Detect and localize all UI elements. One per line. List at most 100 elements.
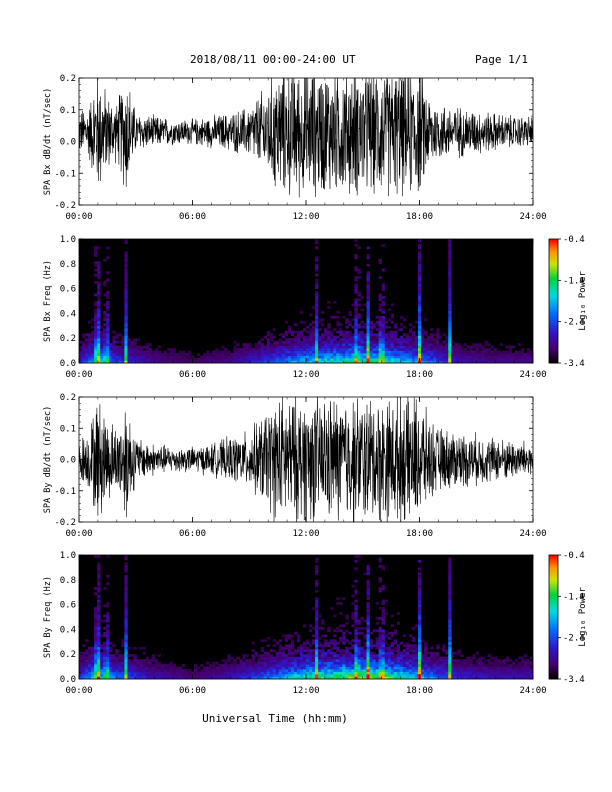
heatmap-cell: [302, 343, 307, 346]
heatmap-cell: [484, 674, 488, 677]
heatmap-cell: [242, 355, 246, 359]
heatmap-cell: [121, 345, 125, 349]
heatmap-cell: [103, 333, 107, 337]
heatmap-cell: [293, 659, 298, 662]
heatmap-cell: [487, 360, 491, 364]
heatmap-cell: [278, 676, 283, 680]
heatmap-cell: [109, 348, 113, 351]
heatmap-cell: [526, 674, 531, 677]
heatmap-cell: [408, 345, 413, 349]
heatmap-cell: [378, 656, 382, 660]
heatmap-cell: [360, 296, 364, 299]
y-axis-label: SPA Bx Freq (Hz): [43, 260, 53, 342]
heatmap-cell: [414, 659, 419, 662]
heatmap-cell: [324, 330, 328, 334]
colorbar-segment: [549, 592, 558, 595]
heatmap-cell: [405, 348, 410, 351]
heatmap-cell: [79, 656, 83, 660]
x-tick-label: 12:00: [292, 529, 319, 539]
heatmap-cell: [336, 661, 340, 665]
heatmap-cell: [139, 646, 143, 650]
heatmap-cell: [523, 360, 528, 364]
heatmap-cell: [369, 644, 373, 648]
heatmap-cell: [520, 659, 525, 662]
heatmap-cell: [523, 661, 528, 665]
heatmap-cell: [354, 243, 358, 247]
heatmap-cell: [460, 348, 464, 351]
heatmap-cell: [363, 656, 367, 660]
heatmap-cell: [327, 664, 331, 667]
heatmap-cell: [172, 358, 177, 361]
heatmap-cell: [212, 350, 216, 354]
heatmap-cell: [260, 348, 264, 351]
heatmap-cell: [366, 283, 370, 287]
heatmap-cell: [490, 669, 494, 672]
heatmap-cell: [366, 634, 370, 638]
heatmap-cell: [233, 348, 237, 351]
heatmap-cell: [381, 631, 385, 635]
heatmap-cell: [442, 350, 446, 354]
heatmap-cell: [366, 584, 370, 588]
heatmap-cell: [97, 263, 101, 267]
heatmap-cell: [502, 671, 507, 675]
heatmap-cell: [424, 654, 428, 657]
heatmap-cell: [91, 674, 95, 677]
heatmap-cell: [306, 348, 310, 351]
heatmap-cell: [357, 646, 361, 650]
heatmap-cell: [354, 612, 358, 615]
heatmap-cell: [499, 669, 504, 672]
heatmap-cell: [315, 350, 319, 354]
heatmap-cell: [424, 318, 428, 322]
heatmap-cell: [348, 355, 352, 359]
heatmap-cell: [124, 631, 128, 635]
heatmap-cell: [233, 671, 237, 675]
heatmap-cell: [312, 320, 316, 324]
heatmap-cell: [421, 328, 425, 332]
heatmap-cell: [230, 676, 234, 680]
heatmap-cell: [124, 641, 128, 645]
heatmap-cell: [118, 353, 122, 356]
heatmap-cell: [378, 577, 382, 581]
heatmap-cell: [106, 656, 110, 660]
heatmap-cell: [417, 631, 422, 635]
heatmap-cell: [227, 360, 231, 364]
colorbar-segment: [549, 573, 558, 577]
heatmap-cell: [351, 624, 355, 628]
heatmap-cell: [299, 674, 304, 677]
heatmap-cell: [387, 669, 392, 672]
heatmap-cell: [230, 669, 234, 672]
heatmap-cell: [433, 348, 437, 351]
heatmap-cell: [133, 360, 137, 364]
heatmap-cell: [94, 293, 98, 297]
heatmap-cell: [245, 676, 249, 680]
heatmap-cell: [124, 301, 128, 304]
heatmap-cell: [333, 343, 337, 346]
heatmap-cell: [306, 671, 310, 675]
heatmap-cell: [251, 654, 255, 657]
heatmap-cell: [306, 353, 310, 356]
heatmap-cell: [378, 661, 382, 665]
heatmap-cell: [124, 308, 128, 312]
heatmap-cell: [466, 661, 470, 665]
heatmap-cell: [127, 340, 131, 344]
heatmap-cell: [106, 271, 110, 275]
heatmap-cell: [366, 589, 370, 593]
heatmap-cell: [215, 671, 219, 675]
heatmap-cell: [82, 345, 86, 349]
heatmap-cell: [408, 340, 413, 344]
heatmap-cell: [348, 348, 352, 351]
heatmap-cell: [169, 664, 174, 667]
heatmap-cell: [387, 318, 392, 322]
heatmap-cell: [130, 358, 134, 361]
heatmap-cell: [227, 669, 231, 672]
heatmap-cell: [363, 626, 367, 630]
heatmap-cell: [505, 669, 510, 672]
heatmap-cell: [493, 674, 497, 677]
heatmap-cell: [351, 659, 355, 662]
heatmap-cell: [351, 340, 355, 344]
heatmap-cell: [381, 674, 385, 677]
heatmap-cell: [145, 659, 149, 662]
heatmap-cell: [287, 661, 292, 665]
heatmap-cell: [160, 676, 165, 680]
heatmap-cell: [457, 664, 461, 667]
